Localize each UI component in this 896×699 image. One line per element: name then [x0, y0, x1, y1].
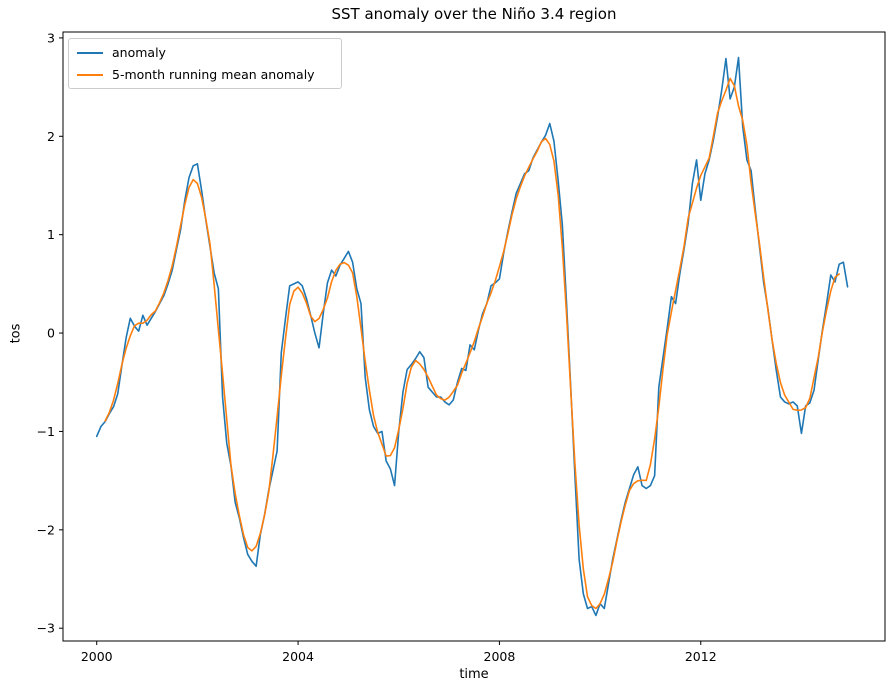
x-tick-label: 2004 — [282, 649, 314, 664]
y-tick-label: −3 — [37, 621, 55, 636]
legend: anomaly 5-month running mean anomaly — [68, 38, 342, 89]
x-tick-label: 2000 — [81, 649, 113, 664]
y-tick-label: 3 — [47, 30, 55, 45]
axes-spines — [62, 31, 886, 642]
legend-label-running-mean: 5-month running mean anomaly — [112, 67, 315, 82]
y-axis-label: tos — [8, 323, 24, 344]
y-tick-label: 0 — [47, 326, 55, 341]
x-tick-label: 2008 — [484, 649, 516, 664]
chart-title: SST anomaly over the Niño 3.4 region — [331, 5, 617, 23]
y-tick-label: −1 — [37, 424, 55, 439]
anomaly-line — [95, 56, 849, 617]
y-axis-ticks: 3 2 1 0 −1 −2 −3 — [37, 30, 63, 636]
legend-item-running-mean: 5-month running mean anomaly — [77, 67, 315, 82]
legend-label-anomaly: anomaly — [112, 45, 166, 60]
x-axis-ticks: 2000 2004 2008 2012 — [81, 641, 717, 664]
legend-item-anomaly: anomaly — [77, 45, 315, 60]
running-mean-line — [104, 77, 840, 610]
x-tick-label: 2012 — [685, 649, 717, 664]
y-tick-label: 2 — [47, 129, 55, 144]
anomaly-line-swatch — [77, 51, 103, 54]
y-tick-label: −2 — [37, 522, 55, 537]
y-tick-label: 1 — [47, 227, 55, 242]
running-mean-line-swatch — [77, 73, 103, 76]
x-axis-label: time — [459, 667, 489, 682]
